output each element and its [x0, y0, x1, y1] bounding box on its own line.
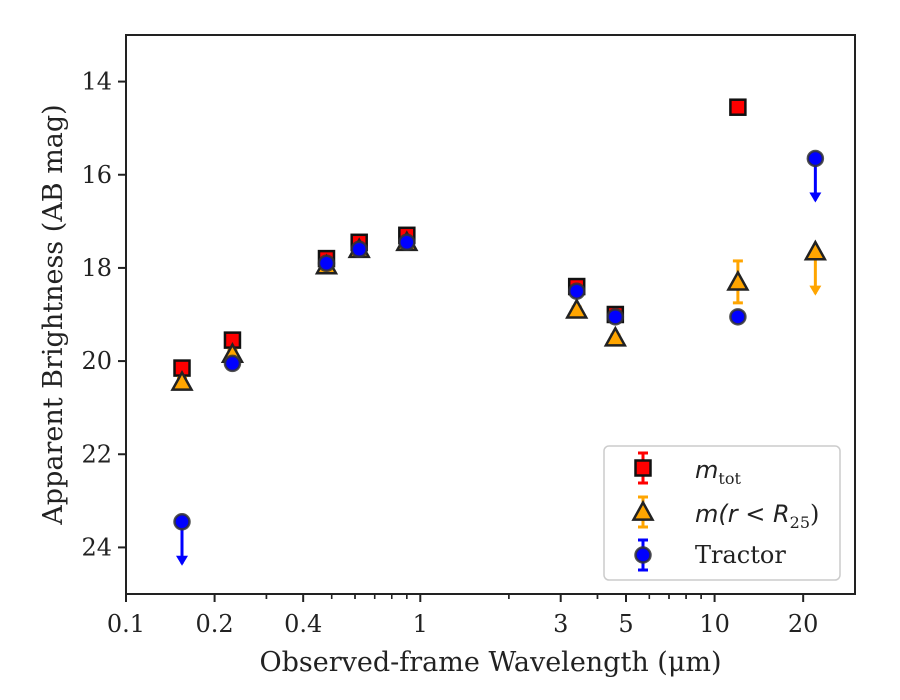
x-tick-label: 5 [618, 610, 633, 638]
data-point-tractor [606, 308, 625, 326]
marks-layer [170, 98, 827, 566]
data-point-tractor [350, 240, 368, 259]
ticks-layer: 0.1 0.2 0.4 1 3 5 10 20 14 16 18 20 22 24 [81, 68, 818, 638]
upper-limit-arrowhead [809, 192, 822, 203]
legend-label-mtot: mtot [695, 456, 741, 488]
data-point-tractor [806, 149, 825, 168]
x-tick-label: 10 [699, 610, 730, 638]
data-point-tractor [223, 354, 242, 373]
plot-frame [125, 34, 856, 595]
x-tick-label: 0.2 [196, 610, 234, 638]
x-tick-label: 0.4 [284, 610, 322, 638]
y-tick-label: 18 [81, 254, 112, 282]
legend-marker-mr25 [631, 499, 655, 521]
data-point-mr25 [170, 369, 194, 391]
legend-marker-tractor [634, 546, 652, 564]
data-point-tractor [567, 282, 586, 300]
x-tick-label: 20 [788, 610, 819, 638]
x-axis-label: Observed-frame Wavelength (μm) [259, 647, 721, 678]
data-point-tractor [729, 308, 747, 326]
legend-label-mr25: m(r < R25) [695, 500, 819, 532]
y-tick-label: 14 [81, 68, 112, 96]
x-tick-label: 1 [413, 610, 428, 638]
data-point-tractor [398, 233, 416, 252]
x-tick-label: 0.1 [107, 610, 145, 638]
series-tractor [173, 149, 825, 566]
legend-marker-mtot [634, 459, 652, 477]
legend-label-tractor: Tractor [695, 541, 786, 569]
upper-limit-arrowhead [176, 555, 189, 566]
upper-limit-arrowhead [809, 285, 822, 296]
data-point-mr25 [565, 297, 589, 319]
y-tick-label: 22 [81, 440, 112, 468]
x-tick-label: 3 [553, 610, 568, 638]
data-point-tractor [317, 254, 336, 273]
legend-markers [631, 451, 655, 572]
legend: mtot m(r < R25) Tractor [603, 445, 841, 581]
y-tick-label: 20 [81, 347, 112, 375]
data-point-tractor [173, 513, 191, 531]
data-point-mtot [729, 98, 747, 116]
data-point-mr25 [603, 325, 627, 347]
y-axis-label: Apparent Brightness (AB mag) [38, 104, 69, 525]
legend-box [603, 445, 841, 581]
data-point-mr25 [726, 269, 750, 291]
y-tick-label: 16 [81, 161, 112, 189]
y-tick-label: 24 [81, 533, 112, 561]
data-point-mr25 [803, 239, 827, 261]
